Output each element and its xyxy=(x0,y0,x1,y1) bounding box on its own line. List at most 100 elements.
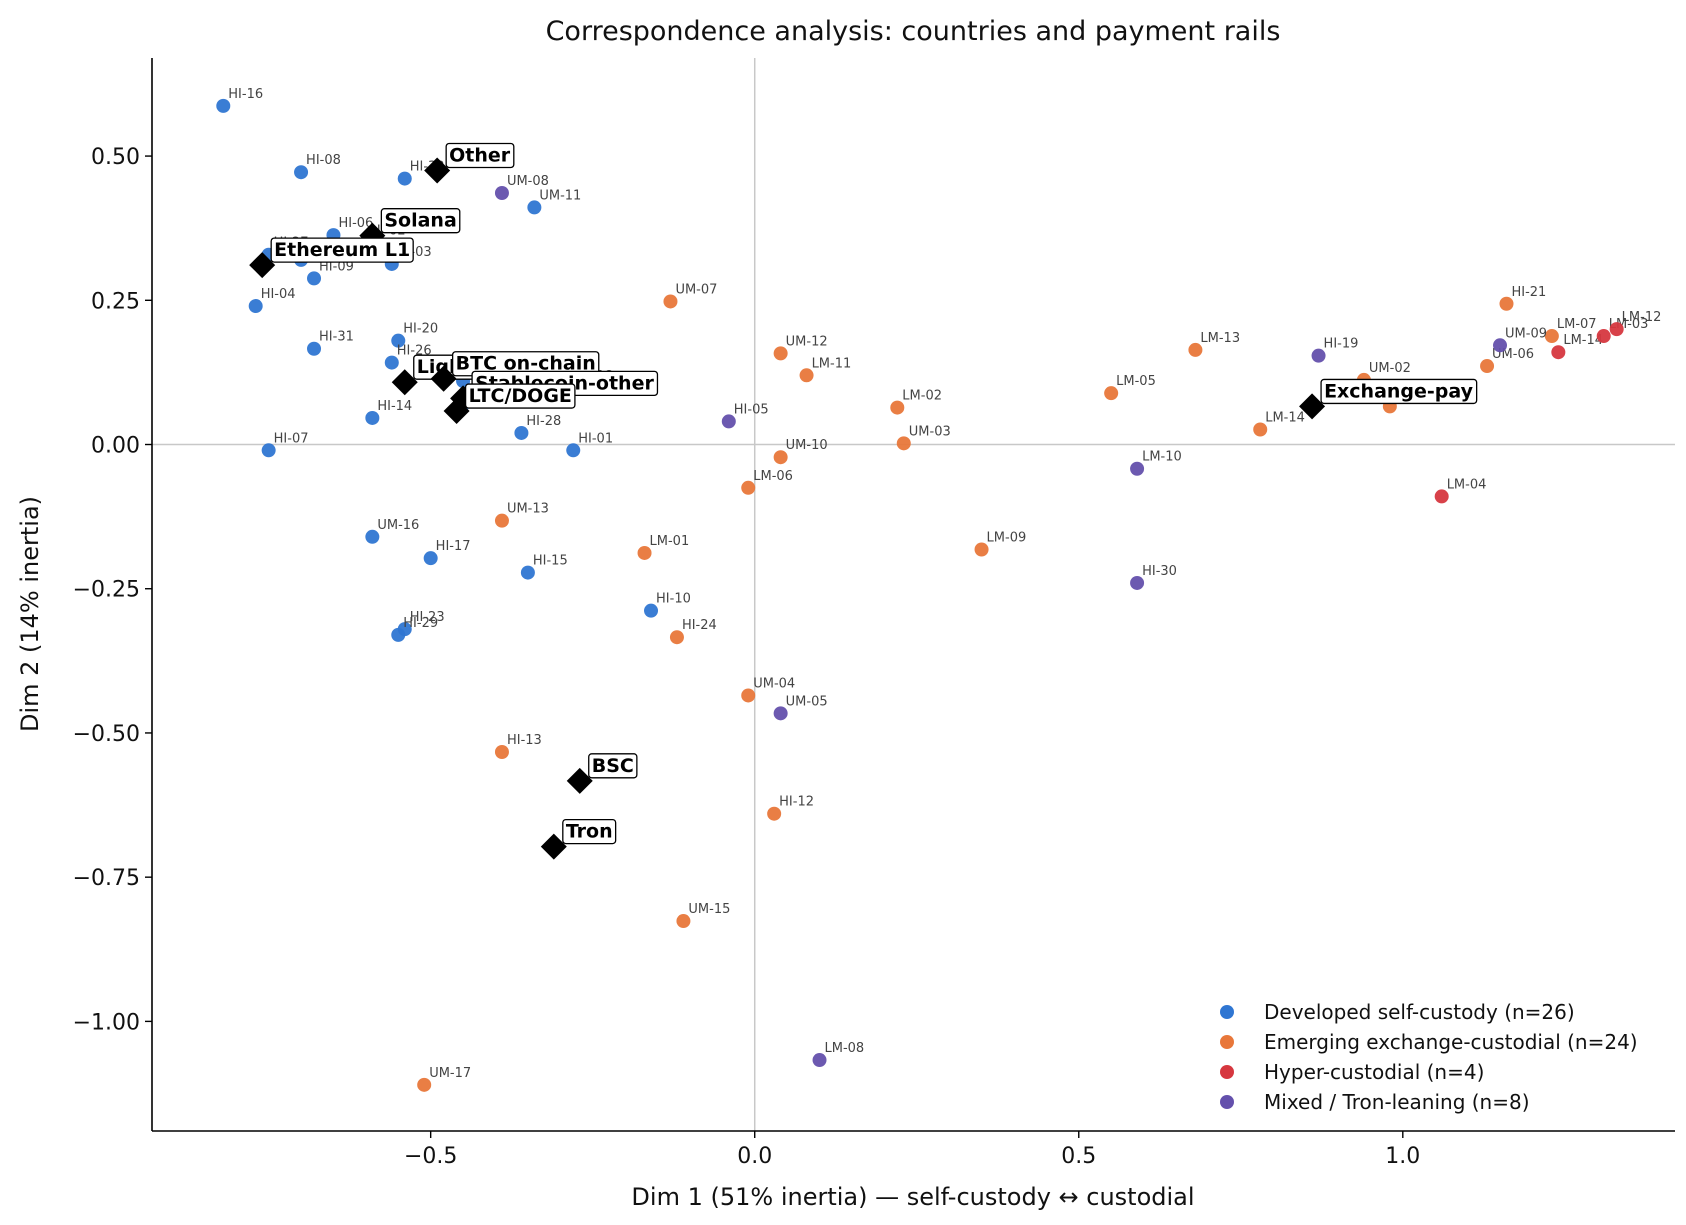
data-point-label: LM-09 xyxy=(987,531,1027,546)
data-point xyxy=(423,551,438,566)
data-point xyxy=(391,333,406,348)
legend-marker xyxy=(1220,1035,1234,1049)
legend-entry: Developed self-custody (n=26) xyxy=(1264,1000,1575,1024)
data-point xyxy=(1311,348,1326,363)
data-point xyxy=(1499,296,1514,311)
rail-label-box xyxy=(1320,378,1478,405)
y-tick-label: −0.75 xyxy=(73,866,140,891)
data-point-label: LM-14 xyxy=(1265,411,1305,426)
data-point xyxy=(644,603,659,618)
data-point xyxy=(741,480,756,495)
data-point-label: UM-12 xyxy=(786,334,828,349)
data-point-label: HI-06 xyxy=(338,216,373,231)
rail-marker xyxy=(391,369,418,396)
data-point xyxy=(514,425,529,440)
data-point xyxy=(799,368,814,383)
data-point-label: UM-04 xyxy=(753,676,795,691)
data-point-label: LM-10 xyxy=(1142,450,1182,465)
data-point-label: HI-19 xyxy=(1324,337,1359,352)
data-point-label: UM-13 xyxy=(507,502,549,517)
data-point xyxy=(1188,342,1203,357)
rail-label: Solana xyxy=(384,210,456,232)
rail-label-box xyxy=(380,208,461,234)
data-point xyxy=(1544,329,1559,344)
rail-label: BSC xyxy=(592,755,634,777)
data-point-label: HI-28 xyxy=(526,414,561,429)
data-point-label: UM-09 xyxy=(1505,326,1547,341)
data-point xyxy=(1130,575,1145,590)
data-point xyxy=(721,414,736,429)
data-points: HI-16HI-08HI-32UM-11HI-06HI-02HI-27HI-11… xyxy=(216,87,1661,1092)
legend-entry: Hyper-custodial (n=4) xyxy=(1264,1060,1484,1084)
data-point-label: UM-07 xyxy=(675,282,717,297)
data-point-label: HI-24 xyxy=(682,618,717,633)
data-point-label: UM-15 xyxy=(688,902,730,917)
legend-entry: Mixed / Tron-leaning (n=8) xyxy=(1264,1090,1530,1114)
y-tick-label: −1.00 xyxy=(73,1010,140,1035)
data-point-label: UM-05 xyxy=(786,694,828,709)
data-point xyxy=(494,513,509,528)
rail-label-group: Tron xyxy=(562,818,617,845)
data-point xyxy=(663,294,678,309)
rail-marker xyxy=(249,252,276,279)
data-point-label: HI-23 xyxy=(410,610,445,625)
rail-label-group: BSC xyxy=(588,753,638,779)
rail-label: LTC/DOGE xyxy=(469,385,572,407)
data-point xyxy=(566,443,581,458)
rail-label-group: Exchange-pay xyxy=(1320,378,1478,405)
data-point-label: LM-14 xyxy=(1563,333,1603,348)
data-point-label: HI-30 xyxy=(1142,564,1177,579)
chart-title: Correspondence analysis: countries and p… xyxy=(546,16,1281,47)
y-tick-label: 0.25 xyxy=(91,289,140,314)
x-tick-label: 0.5 xyxy=(1061,1144,1096,1169)
data-point xyxy=(384,355,399,370)
rail-label-box xyxy=(270,237,414,263)
rail-label: Ethereum L1 xyxy=(274,239,410,261)
data-point-label: LM-07 xyxy=(1557,317,1597,332)
rail-label-group: Solana xyxy=(380,208,461,234)
rail-label: BTC on-chain xyxy=(456,353,596,375)
data-point-label: HI-21 xyxy=(1511,285,1546,300)
data-point-label: LM-12 xyxy=(1622,310,1662,325)
legend-marker xyxy=(1220,1095,1234,1109)
data-point xyxy=(294,165,309,180)
legend: Developed self-custody (n=26) Emerging ex… xyxy=(1220,1000,1638,1114)
data-point xyxy=(248,299,263,314)
data-point-label: UM-10 xyxy=(786,438,828,453)
legend-marker xyxy=(1220,1005,1234,1019)
rail-marker xyxy=(1299,393,1326,420)
data-point xyxy=(261,443,276,458)
data-point xyxy=(397,171,412,186)
data-point-label: LM-06 xyxy=(753,469,793,484)
data-point xyxy=(1104,386,1119,401)
data-point xyxy=(669,630,684,645)
axes: −0.5 0.0 0.5 1.0 0.50 0.25 0.00 −0.25 −0.50 −0.75… xyxy=(73,58,1675,1169)
data-point-label: HI-31 xyxy=(319,330,354,345)
y-tick-label: −0.25 xyxy=(73,578,140,603)
data-point xyxy=(365,410,380,425)
data-point-label: HI-13 xyxy=(507,733,542,748)
data-point xyxy=(1130,461,1145,476)
data-point-label: UM-08 xyxy=(507,174,549,189)
rail-label: Exchange-pay xyxy=(1324,380,1474,402)
data-point xyxy=(637,545,652,560)
data-point xyxy=(520,565,535,580)
data-point-label: UM-16 xyxy=(377,518,419,533)
rail-label-box xyxy=(445,142,515,169)
y-tick-label: −0.50 xyxy=(73,722,140,747)
data-point xyxy=(494,744,509,759)
data-point xyxy=(365,529,380,544)
data-point-label: HI-20 xyxy=(403,322,438,337)
data-point-label: HI-07 xyxy=(274,431,309,446)
data-point-label: HI-14 xyxy=(377,399,412,414)
data-point xyxy=(676,914,691,929)
x-tick-label: 0.0 xyxy=(737,1144,772,1169)
data-point xyxy=(391,627,406,642)
data-point xyxy=(216,98,231,113)
data-point-label: LM-05 xyxy=(1116,374,1156,389)
data-point xyxy=(974,542,989,557)
data-point xyxy=(896,436,911,451)
data-point-label: UM-02 xyxy=(1369,361,1411,376)
